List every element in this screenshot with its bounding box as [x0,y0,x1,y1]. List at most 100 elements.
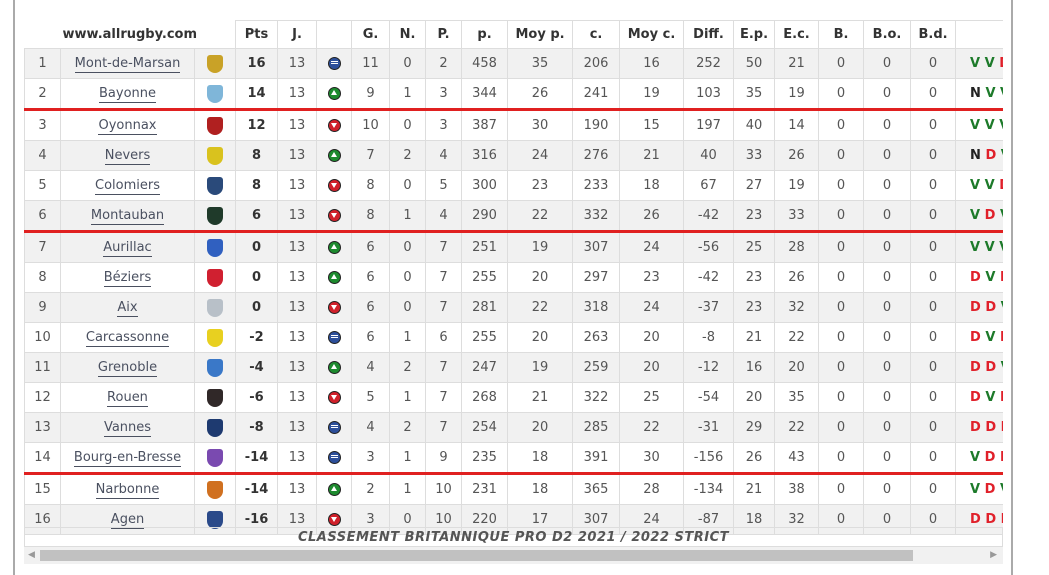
pts-cell: 8 [235,170,279,201]
scrollbar-thumb[interactable] [40,550,913,561]
moyc-cell: 24 [619,230,685,263]
column-header[interactable]: E.c. [774,20,820,49]
column-header[interactable]: c. [572,20,621,49]
column-header[interactable]: J. [277,20,318,49]
column-header[interactable]: Pts [235,20,279,49]
moyc-cell: 21 [619,140,685,171]
moyc-cell: 23 [619,262,685,293]
column-header[interactable]: B.o. [863,20,912,49]
n-cell: 2 [389,140,427,171]
column-header[interactable]: B. [818,20,865,49]
trend-result: V [999,240,1003,255]
column-header[interactable]: Moy p. [507,20,574,49]
team-link[interactable]: Montauban [90,208,165,225]
team-link[interactable]: Narbonne [95,482,160,499]
team-link[interactable]: Nevers [104,148,151,165]
n-cell: 0 [389,292,427,323]
p-cell: 10 [425,472,463,505]
moyp-cell: 30 [507,108,574,141]
column-header[interactable]: Moy c. [619,20,685,49]
column-header[interactable]: Diff. [683,20,735,49]
team-link[interactable]: Bourg-en-Bresse [73,450,182,467]
pts-cell: -6 [235,382,279,413]
ec-cell: 32 [774,292,820,323]
rank: 1 [24,48,61,79]
horizontal-scrollbar[interactable]: ◀ ▶ [24,547,1003,564]
j-cell: 13 [277,292,318,323]
c-cell: 241 [572,78,621,110]
n-cell: 0 [389,262,427,293]
column-header[interactable]: T [955,20,1003,49]
team-link[interactable]: Oyonnax [98,118,157,135]
trend-result: D [1001,512,1003,527]
ec-cell: 21 [774,48,820,79]
site-name: www.allrugby.com [24,20,236,49]
bo-cell: 0 [863,504,912,535]
g-cell: 9 [351,78,391,110]
column-header[interactable]: G. [351,20,391,49]
moyp-cell: 23 [507,170,574,201]
trend-cell: V V V [955,108,1003,141]
table-row: 10 Carcassonne -2 13 6 1 6 255 20 263 20 -8 21 22 0 0 0 D… [24,322,1003,353]
moyp-cell: 19 [507,352,574,383]
team-link[interactable]: Carcassonne [85,330,170,347]
team-logo-icon [207,418,223,437]
ep-cell: 33 [733,140,776,171]
trend-cell: N D V [955,140,1003,171]
g-cell: 5 [351,382,391,413]
ep-cell: 29 [733,412,776,443]
trend-result: D [1000,450,1003,465]
team-link[interactable]: Mont-de-Marsan [74,56,181,73]
team-link[interactable]: Colomiers [95,178,160,195]
team-link[interactable]: Grenoble [97,360,158,377]
diff-cell: -12 [683,352,735,383]
bo-cell: 0 [863,200,912,232]
trend-cell: V D V [955,200,1003,232]
arrow-up-icon [327,483,341,496]
column-header[interactable]: P. [425,20,463,49]
b-cell: 0 [818,170,865,201]
n-cell: 0 [389,230,427,263]
column-header[interactable] [316,20,353,49]
team-link[interactable]: Bayonne [98,86,156,103]
scroll-right-arrow-icon[interactable]: ▶ [990,550,997,560]
column-header[interactable]: p. [461,20,509,49]
team-link[interactable]: Aix [117,300,138,317]
bo-cell: 0 [863,140,912,171]
team-link[interactable]: Vannes [103,420,152,437]
rank: 9 [24,292,61,323]
trend-result: V [1000,208,1003,223]
ep-cell: 16 [733,352,776,383]
trend-result: V [984,178,995,193]
scroll-left-arrow-icon[interactable]: ◀ [28,550,35,560]
column-header[interactable]: B.d. [910,20,957,49]
column-header[interactable]: E.p. [733,20,776,49]
team-link[interactable]: Agen [110,512,145,529]
team-link[interactable]: Béziers [103,270,152,287]
j-cell: 13 [277,352,318,383]
diff-cell: -42 [683,262,735,293]
moyc-cell: 19 [619,78,685,110]
trend-result: D [1000,270,1003,285]
moyc-cell: 30 [619,442,685,474]
ec-cell: 38 [774,472,820,505]
b-cell: 0 [818,442,865,474]
team-link[interactable]: Rouen [107,390,148,407]
diff-cell: 103 [683,78,735,110]
p-cell: 6 [425,322,463,353]
j-cell: 13 [277,230,318,263]
trend-result: V [1001,360,1003,375]
arrow-down-icon [327,301,341,314]
diff-cell: 197 [683,108,735,141]
trend-result: V [1001,300,1003,315]
rank: 7 [24,230,61,263]
pp-cell: 316 [461,140,509,171]
pts-cell: -14 [235,472,279,505]
arrow-down-icon [327,119,341,132]
bd-cell: 0 [910,200,957,232]
c-cell: 365 [572,472,621,505]
trend-result: D [984,482,996,497]
column-header[interactable]: N. [389,20,427,49]
team-link[interactable]: Aurillac [103,240,152,257]
